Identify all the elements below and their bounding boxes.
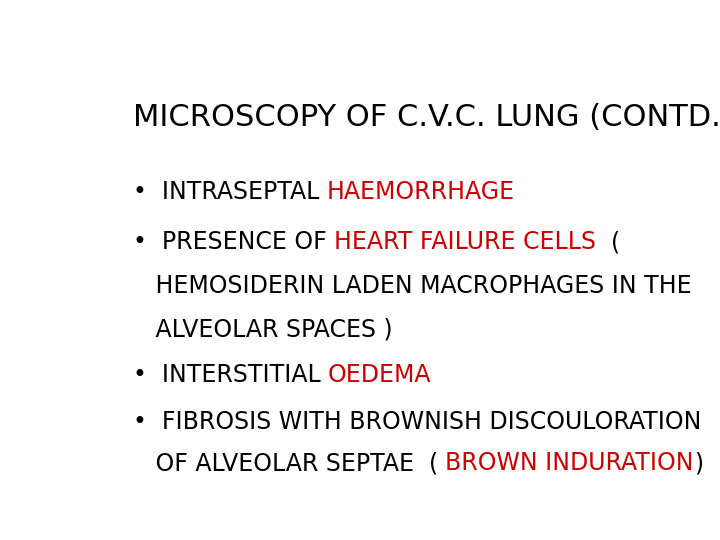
Text: HEMOSIDERIN LADEN MACROPHAGES IN THE: HEMOSIDERIN LADEN MACROPHAGES IN THE — [132, 274, 691, 298]
Text: HAEMORRHAGE: HAEMORRHAGE — [326, 180, 515, 204]
Text: •  FIBROSIS WITH BROWNISH DISCOULORATION: • FIBROSIS WITH BROWNISH DISCOULORATION — [132, 410, 701, 434]
Text: ALVEOLAR SPACES ): ALVEOLAR SPACES ) — [132, 318, 392, 341]
Text: BROWN INDURATION: BROWN INDURATION — [445, 451, 694, 475]
Text: OEDEMA: OEDEMA — [328, 363, 431, 387]
Text: ): ) — [694, 451, 703, 475]
Text: MICROSCOPY OF C.V.C. LUNG (CONTD.): MICROSCOPY OF C.V.C. LUNG (CONTD.) — [132, 103, 720, 132]
Text: •  INTERSTITIAL: • INTERSTITIAL — [132, 363, 328, 387]
Text: •  PRESENCE OF: • PRESENCE OF — [132, 231, 334, 254]
Text: HEART FAILURE CELLS: HEART FAILURE CELLS — [334, 231, 596, 254]
Text: (: ( — [596, 231, 620, 254]
Text: OF ALVEOLAR SEPTAE  (: OF ALVEOLAR SEPTAE ( — [132, 451, 445, 475]
Text: •  INTRASEPTAL: • INTRASEPTAL — [132, 180, 326, 204]
